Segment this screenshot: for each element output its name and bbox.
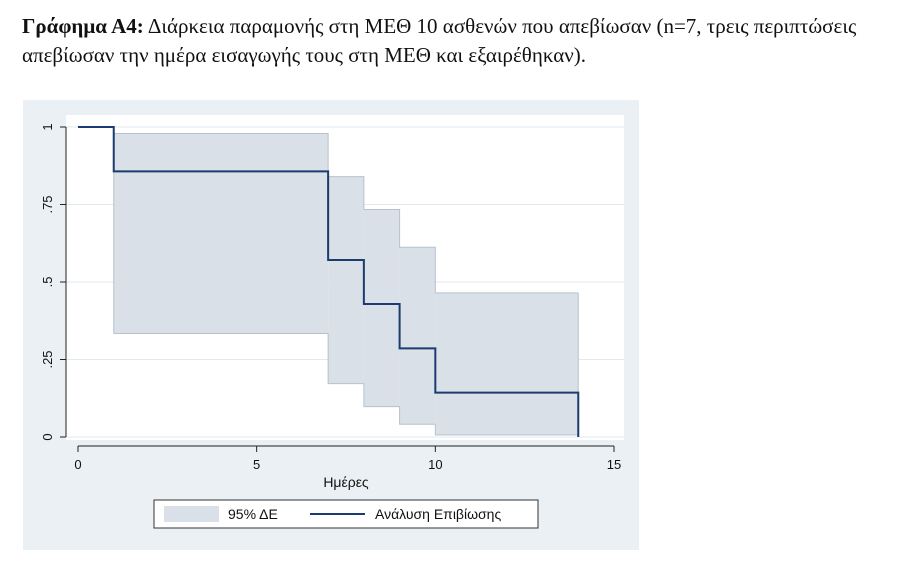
y-tick-label-1: .25: [40, 350, 55, 368]
ci-segment-3: [399, 247, 436, 425]
legend-swatch-ci: [164, 506, 219, 522]
ci-segment-2: [363, 209, 400, 407]
survival-step-line: [78, 126, 580, 437]
x-tick-label-0: 0: [74, 457, 81, 472]
figure-caption: Γράφημα Α4: Διάρκεια παραμονής στη ΜΕΘ 1…: [22, 12, 892, 70]
confidence-band: [113, 133, 579, 436]
x-tick-label-3: 15: [607, 457, 621, 472]
ci-segment-0: [113, 133, 329, 334]
ci-segment-1: [328, 176, 364, 384]
x-axis-label: Ημέρες: [323, 474, 369, 490]
chart-figure: 0.25.5.75 1 0 5 10 15 Ημέρες 95% ΔΕ Ανάλυση Ε…: [23, 100, 639, 550]
ci-segment-4: [435, 292, 579, 435]
survival-line: [78, 126, 580, 437]
y-tick-label-2: .5: [40, 277, 55, 288]
y-tick-label-0: 0: [40, 433, 55, 440]
y-tick-label-4: 1: [40, 123, 55, 130]
legend-label-survival: Ανάλυση Επιβίωσης: [375, 506, 501, 522]
legend: 95% ΔΕ Ανάλυση Επιβίωσης: [153, 499, 539, 529]
caption-text: Διάρκεια παραμονής στη ΜΕΘ 10 ασθενών πο…: [22, 14, 857, 67]
y-tick-label-3: .75: [40, 195, 55, 213]
x-tick-label-1: 5: [253, 457, 260, 472]
x-tick-label-2: 10: [428, 457, 442, 472]
ci-lower-edge: [113, 332, 579, 436]
caption-label: Γράφημα Α4:: [22, 14, 144, 38]
legend-label-ci: 95% ΔΕ: [228, 506, 278, 522]
ci-upper-edge: [113, 133, 579, 294]
